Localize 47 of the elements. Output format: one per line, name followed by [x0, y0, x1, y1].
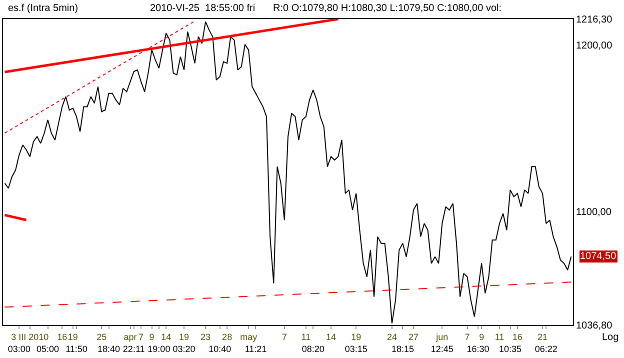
x-tick-label: 9	[479, 332, 484, 342]
x-tick-label: 06:22	[534, 344, 558, 354]
y-tick-label: 1216,30	[576, 14, 613, 26]
x-tick-label: 16	[57, 332, 68, 342]
x-tick-label: 11	[494, 332, 504, 342]
category-label: 19 03:20	[172, 332, 196, 354]
x-tick-label: 19	[68, 332, 78, 342]
x-tick-label: 22:11	[122, 344, 145, 354]
y-tick-label: 1036,80	[576, 320, 613, 332]
x-tick-label: 27	[408, 332, 418, 342]
text: 1074,50	[580, 251, 617, 262]
x-tick-label: may	[240, 332, 258, 342]
x-tick-label: apr	[124, 332, 137, 342]
category-label: 19 03:15	[344, 332, 368, 354]
x-tick-label: 03:00	[8, 344, 30, 354]
x-tick-label: 10:35	[498, 344, 522, 354]
x-tick-label: 19:00	[148, 344, 170, 354]
x-tick-label: 28	[222, 332, 232, 342]
x-tick-label: 05:00	[36, 344, 60, 354]
x-tick-label: 14	[161, 332, 172, 342]
x-tick-label: 11:21	[244, 344, 267, 354]
category-label: jun 12:45	[430, 332, 454, 354]
x-tick-label: 11:50	[66, 344, 88, 354]
chart-title: es.f (Intra 5min)	[8, 3, 78, 14]
x-tick-label: 7	[464, 332, 470, 342]
y-tick-label: 1100,00	[576, 207, 612, 218]
x-tick-label: 9	[149, 332, 154, 342]
chart-subtitle: 2010-VI-25 18:55:00 fri	[150, 3, 256, 14]
line-series	[4, 21, 572, 324]
x-tick-label: 3 III 2010	[11, 332, 49, 342]
y-tick-label: 1200,00	[576, 40, 613, 52]
x-tick-label: 14	[326, 332, 336, 342]
x-tick-label: 08:20	[302, 344, 324, 354]
x-tick-label: 23	[200, 332, 211, 342]
x-tick-label: 18:15	[391, 344, 414, 354]
x-tick-label: 25	[96, 332, 107, 342]
x-tick-label: 7	[282, 332, 287, 342]
x-tick-label: 24	[386, 332, 397, 342]
x-tick-label: 7	[138, 332, 144, 342]
x-tick-label: 11	[301, 332, 311, 342]
x-tick-label: 21	[538, 332, 548, 342]
text: Log	[602, 332, 619, 343]
x-tick-label: 16:30	[466, 344, 490, 354]
x-tick-label: 10:40	[208, 344, 232, 354]
x-tick-label: 16	[512, 332, 522, 342]
x-tick-label: 18:40	[97, 344, 120, 354]
text: R:0 O:1079,80 H:1080,30 L:1079,50 C:1080,00 vol:	[273, 3, 502, 14]
